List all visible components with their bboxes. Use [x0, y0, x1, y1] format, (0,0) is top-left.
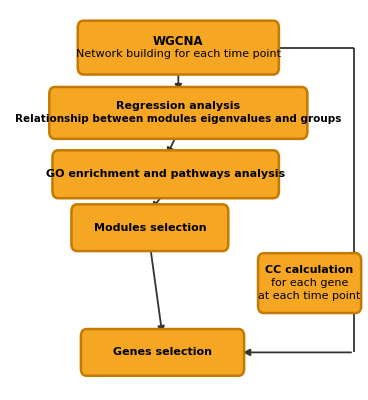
Text: Genes selection: Genes selection: [113, 347, 212, 357]
Text: Network building for each time point: Network building for each time point: [76, 49, 281, 59]
Text: Relationship between modules eigenvalues and groups: Relationship between modules eigenvalues…: [15, 114, 342, 124]
FancyBboxPatch shape: [81, 329, 244, 376]
FancyBboxPatch shape: [53, 150, 279, 198]
Text: WGCNA: WGCNA: [153, 34, 204, 48]
Text: at each time point: at each time point: [258, 291, 361, 301]
FancyBboxPatch shape: [49, 87, 307, 139]
Text: Regression analysis: Regression analysis: [116, 101, 240, 111]
FancyBboxPatch shape: [258, 253, 361, 313]
FancyBboxPatch shape: [71, 204, 228, 251]
Text: GO enrichment and pathways analysis: GO enrichment and pathways analysis: [46, 169, 285, 179]
Text: CC calculation: CC calculation: [265, 265, 354, 275]
Text: for each gene: for each gene: [271, 278, 348, 288]
FancyBboxPatch shape: [78, 21, 279, 74]
Text: Modules selection: Modules selection: [93, 223, 206, 233]
